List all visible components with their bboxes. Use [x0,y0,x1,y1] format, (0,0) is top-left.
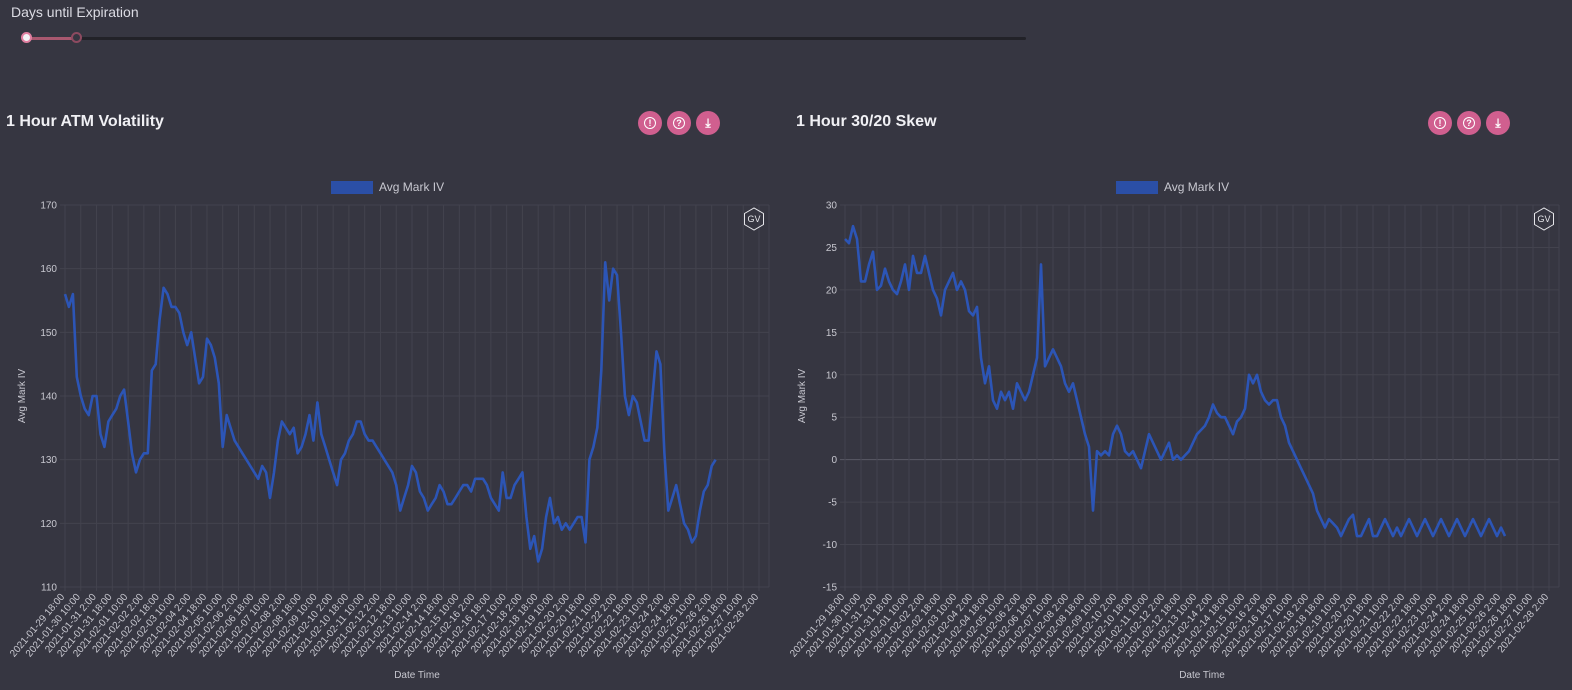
y-tick-label: 150 [40,328,57,339]
series-line-avg-mark-iv [844,224,1507,538]
download-button[interactable]: ⤓ [696,111,720,135]
legend-label: Avg Mark IV [379,180,444,194]
y-tick-label: 20 [826,285,838,296]
gv-badge-text: GV [1537,214,1550,224]
y-tick-label: 140 [40,392,57,403]
download-button[interactable]: ⤓ [1486,111,1510,135]
slider-track[interactable] [28,37,1026,40]
y-axis-title: Avg Mark IV [797,369,808,424]
download-icon: ⤓ [705,116,711,130]
alert-icon: ! [1434,117,1446,129]
y-tick-label: -15 [823,583,838,594]
y-tick-label: -10 [823,540,838,551]
series-line-avg-mark-iv [63,261,717,563]
alert-icon: ! [644,117,656,129]
gv-badge-icon [744,207,764,231]
gv-badge-text: GV [747,214,760,224]
x-axis-title: Date Time [1179,670,1225,681]
y-tick-label: 110 [41,583,57,594]
slider-label: Days until Expiration [11,4,139,20]
x-axis-title: Date Time [394,670,440,681]
y-tick-label: 0 [831,455,837,466]
question-icon: ? [1463,117,1475,129]
y-tick-label: 30 [826,201,838,212]
gv-badge-icon [1534,207,1554,231]
y-tick-label: 25 [826,243,838,254]
legend-swatch [331,181,373,194]
help-button[interactable]: ? [1457,111,1481,135]
atm-volatility-chart: Avg Mark IV1101201301401501601702021-01-… [8,180,770,681]
y-tick-label: 5 [831,413,837,424]
slider-range-fill [28,37,78,40]
y-tick-label: -5 [828,498,837,509]
panel-title-atm-volatility: 1 Hour ATM Volatility [6,113,164,130]
slider-min-thumb[interactable] [21,32,32,43]
y-tick-label: 170 [40,201,57,212]
panel-actions-skew: ! ? ⤓ [1428,111,1510,135]
y-tick-label: 120 [40,519,57,530]
y-tick-label: 10 [826,370,838,381]
slider-max-thumb[interactable] [71,32,82,43]
y-tick-label: 15 [826,328,838,339]
y-tick-label: 130 [40,455,57,466]
help-button[interactable]: ? [667,111,691,135]
panel-title-skew: 1 Hour 30/20 Skew [796,113,937,130]
y-axis-title: Avg Mark IV [17,369,28,424]
y-tick-label: 160 [40,264,57,275]
download-icon: ⤓ [1495,116,1501,130]
question-icon: ? [673,117,685,129]
legend-swatch [1116,181,1158,194]
skew-chart: Avg Mark IV-15-10-50510152025302021-01-2… [788,180,1560,681]
panel-actions-atm: ! ? ⤓ [638,111,720,135]
legend-label: Avg Mark IV [1164,180,1229,194]
info-button[interactable]: ! [638,111,662,135]
info-button[interactable]: ! [1428,111,1452,135]
